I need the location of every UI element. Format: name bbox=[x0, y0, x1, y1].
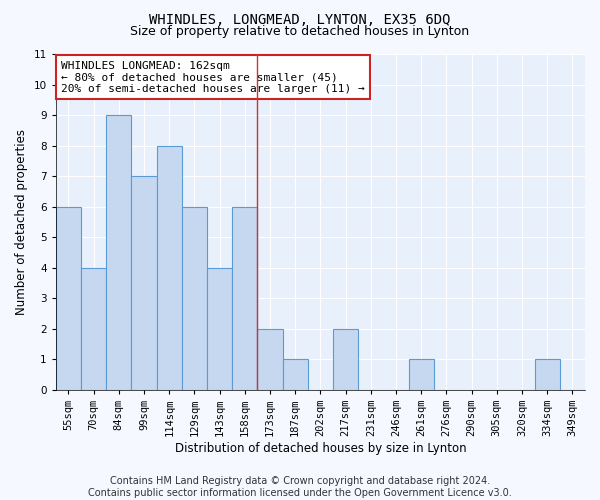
Bar bbox=[106, 115, 131, 390]
Bar bbox=[182, 206, 207, 390]
Bar bbox=[257, 329, 283, 390]
Text: WHINDLES LONGMEAD: 162sqm
← 80% of detached houses are smaller (45)
20% of semi-: WHINDLES LONGMEAD: 162sqm ← 80% of detac… bbox=[61, 60, 365, 94]
Bar bbox=[81, 268, 106, 390]
Text: Size of property relative to detached houses in Lynton: Size of property relative to detached ho… bbox=[130, 25, 470, 38]
Bar bbox=[232, 206, 257, 390]
Bar bbox=[207, 268, 232, 390]
Bar bbox=[535, 360, 560, 390]
Bar bbox=[409, 360, 434, 390]
Y-axis label: Number of detached properties: Number of detached properties bbox=[15, 129, 28, 315]
Bar bbox=[131, 176, 157, 390]
Bar bbox=[56, 206, 81, 390]
X-axis label: Distribution of detached houses by size in Lynton: Distribution of detached houses by size … bbox=[175, 442, 466, 455]
Bar bbox=[157, 146, 182, 390]
Bar bbox=[283, 360, 308, 390]
Text: WHINDLES, LONGMEAD, LYNTON, EX35 6DQ: WHINDLES, LONGMEAD, LYNTON, EX35 6DQ bbox=[149, 12, 451, 26]
Bar bbox=[333, 329, 358, 390]
Text: Contains HM Land Registry data © Crown copyright and database right 2024.
Contai: Contains HM Land Registry data © Crown c… bbox=[88, 476, 512, 498]
